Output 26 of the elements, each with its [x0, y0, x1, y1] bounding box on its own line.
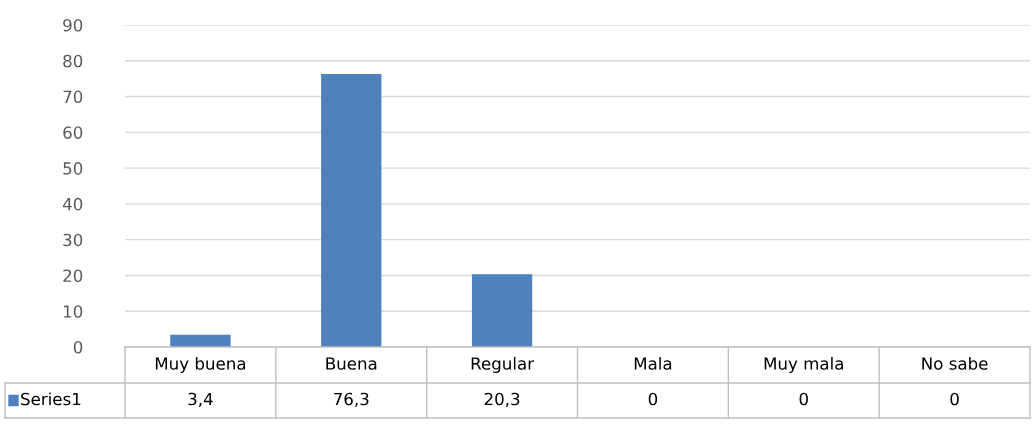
- data-label: 20,3: [484, 392, 520, 408]
- y-tick-label: 0: [73, 340, 83, 354]
- y-tick-label: 30: [63, 233, 83, 247]
- bar: [170, 334, 231, 347]
- x-tick-label: Muy buena: [155, 356, 246, 374]
- bar: [321, 74, 382, 347]
- y-tick-label: 20: [63, 269, 83, 283]
- y-tick-label: 80: [63, 54, 83, 68]
- data-label: 0: [648, 392, 658, 406]
- x-tick-label: Regular: [471, 356, 535, 374]
- x-tick-label: Buena: [326, 357, 377, 370]
- x-tick-label: Muy mala: [764, 356, 843, 374]
- y-tick-label: 60: [63, 126, 83, 139]
- data-label: 0: [799, 392, 808, 406]
- x-tick-label: Mala: [634, 356, 672, 370]
- y-tick-label: 90: [63, 18, 83, 32]
- y-tick-label: 40: [62, 197, 83, 211]
- x-tick-label: No sabe: [922, 356, 988, 370]
- data-label: 0: [950, 392, 959, 406]
- y-tick-label: 10: [63, 305, 83, 318]
- y-tick-label: 50: [63, 162, 83, 175]
- legend-label: Series1: [21, 392, 81, 406]
- data-label: 76,3: [334, 392, 369, 408]
- y-tick-label: 70: [63, 90, 83, 104]
- bar: [471, 274, 533, 347]
- data-label: 3,4: [188, 392, 213, 408]
